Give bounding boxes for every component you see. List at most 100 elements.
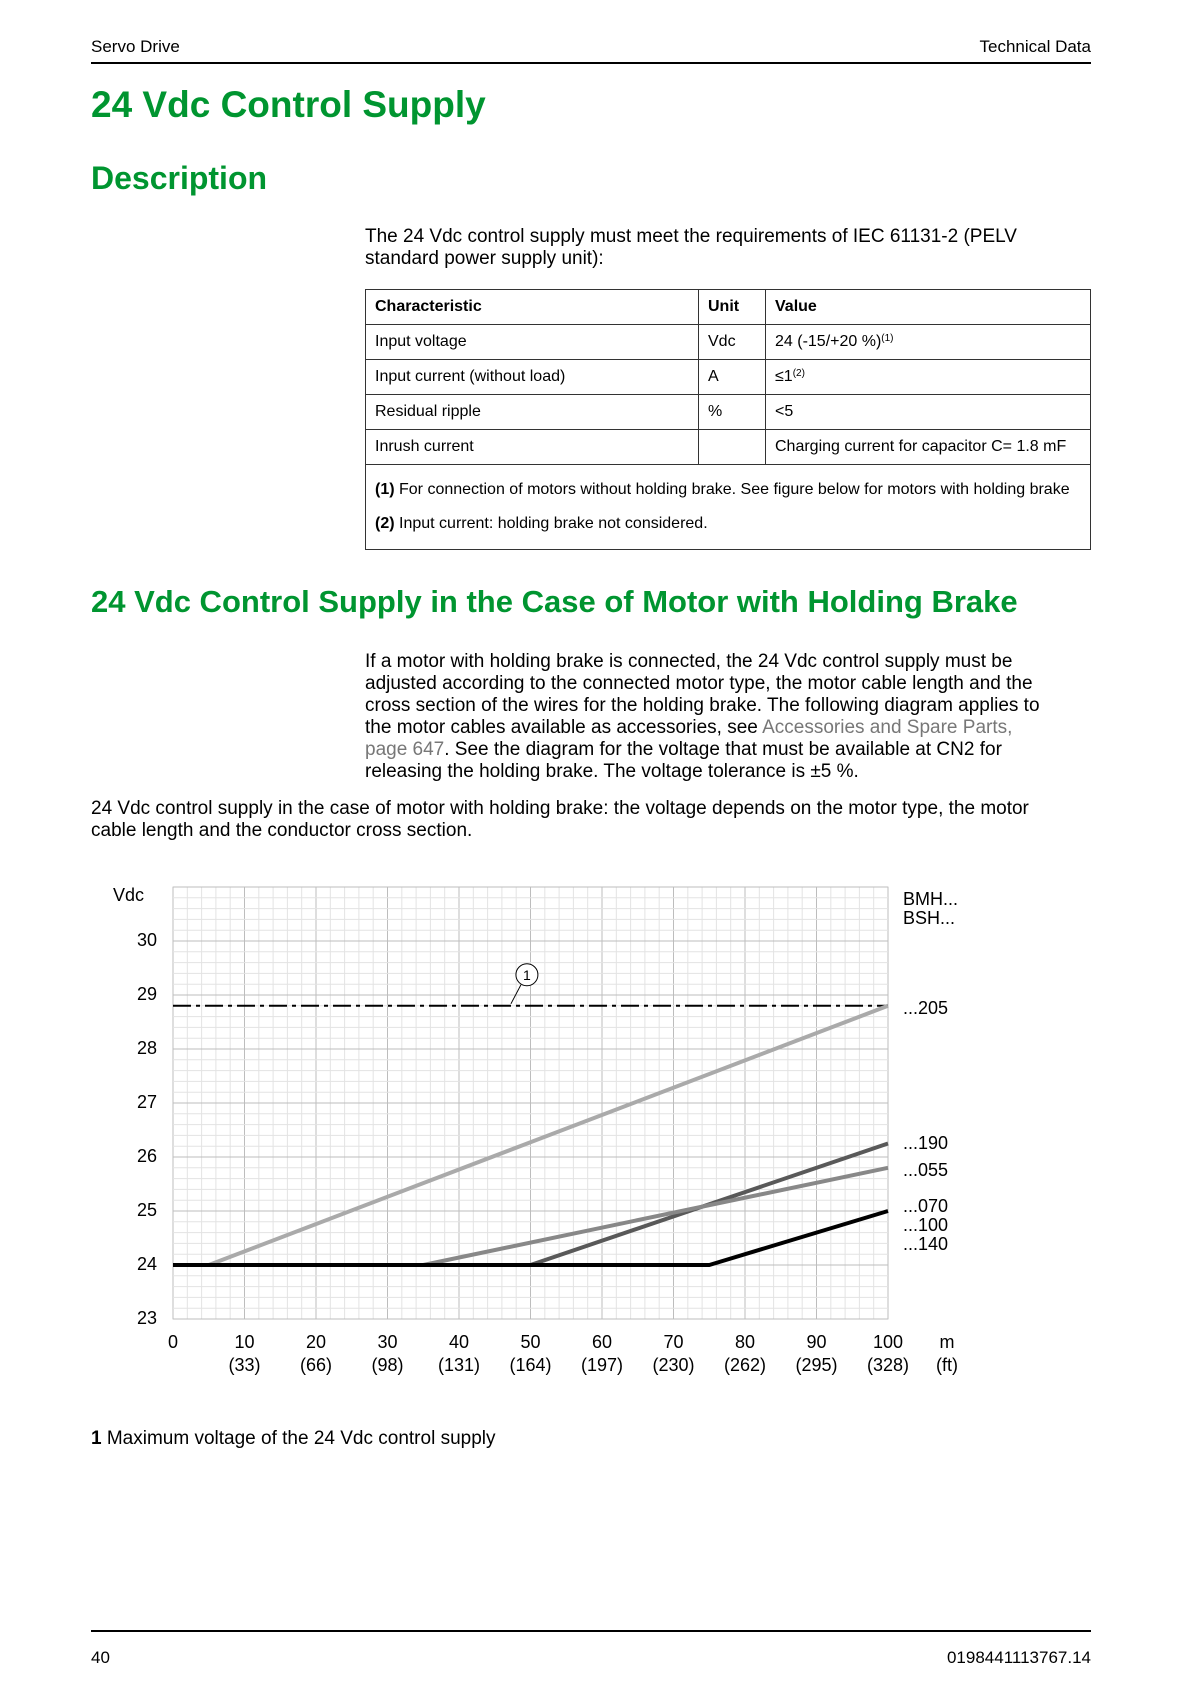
page-title: 24 Vdc Control Supply [91, 84, 486, 125]
chart-grid [172, 886, 889, 1320]
x-tick-m: 60 [591, 1332, 613, 1352]
paragraph-line: page 647. See the diagram for the voltag… [365, 739, 1040, 761]
x-tick-ft: (295) [795, 1355, 838, 1375]
spec-table: Characteristic Unit Value Input voltage … [365, 289, 1091, 550]
y-tick-label: 27 [136, 1092, 157, 1112]
footnote-text: For connection of motors without holding… [394, 481, 1070, 498]
series-label-070: ...070 ...100 ...140 [903, 1197, 948, 1254]
callout-circle [515, 963, 539, 987]
header-right: Technical Data [979, 37, 1091, 56]
series-label-205: ...205 [903, 998, 949, 1018]
table-row: Input current (without load) A ≤1(2) [365, 359, 1091, 395]
column-header: Value [765, 289, 1091, 325]
x-tick-m: 0 [167, 1332, 178, 1352]
legend-header: BMH... BSH... [903, 890, 958, 928]
y-tick-label: 24 [136, 1254, 157, 1274]
series-label-line: ...070 [903, 1196, 949, 1216]
x-axis-unit: m (ft) [936, 1331, 958, 1377]
footnote: (1) For connection of motors without hol… [375, 473, 1081, 507]
cell-value: ≤1 [775, 368, 793, 385]
y-tick-label: 23 [136, 1308, 157, 1328]
intro-line: standard power supply unit): [365, 248, 604, 269]
x-tick-m: 80 [734, 1332, 756, 1352]
table-row: Residual ripple % <5 [365, 394, 1091, 430]
x-tick-label: 20 (66) [286, 1331, 346, 1377]
x-tick-ft: (33) [228, 1355, 261, 1375]
footer-rule [91, 1630, 1091, 1632]
series-label-line: ...140 [903, 1234, 949, 1254]
x-tick-label: 50 (164) [501, 1331, 561, 1377]
y-tick-label: 26 [136, 1146, 157, 1166]
x-tick-ft: (328) [866, 1355, 910, 1375]
x-tick-label: 40 (131) [429, 1331, 489, 1377]
x-tick-label: 30 (98) [358, 1331, 418, 1377]
x-unit-m: m [939, 1332, 955, 1352]
legend-note-mark: 1 [91, 1428, 102, 1449]
x-tick-m: 100 [872, 1332, 904, 1352]
chart-series [173, 1003, 889, 1267]
column-header: Unit [698, 289, 766, 325]
paragraph-line: the motor cables available as accessorie… [365, 717, 1040, 739]
x-tick-ft: (197) [580, 1355, 624, 1375]
legend-note: 1 Maximum voltage of the 24 Vdc control … [91, 1428, 496, 1450]
x-tick-m: 20 [305, 1332, 327, 1352]
page-number: 40 [91, 1648, 110, 1667]
page-link[interactable]: page 647 [365, 739, 445, 760]
table-footnote-row: (1) For connection of motors without hol… [365, 464, 1091, 550]
x-tick-label: 80 (262) [715, 1331, 775, 1377]
paragraph-line: If a motor with holding brake is connect… [365, 651, 1013, 672]
series-line-3 [173, 1209, 889, 1267]
callout-leader [510, 984, 522, 1005]
series-label-190: ...190 [903, 1133, 949, 1153]
x-tick-label: 100 (328) [858, 1331, 918, 1377]
intro-paragraph: The 24 Vdc control supply must meet the … [365, 226, 1017, 270]
x-tick-label: 70 (230) [644, 1331, 704, 1377]
table-cell: Residual ripple [365, 394, 699, 430]
footnote-ref: (2) [792, 368, 805, 379]
y-tick-label: 29 [136, 984, 157, 1004]
accessories-link[interactable]: Accessories and Spare Parts, [762, 717, 1013, 738]
table-row: Inrush current Charging current for capa… [365, 429, 1091, 465]
x-tick-ft: (131) [437, 1355, 481, 1375]
paragraph-text: . See the diagram for the voltage that m… [444, 739, 1002, 760]
x-tick-ft: (164) [509, 1355, 552, 1375]
x-tick-m: 70 [663, 1332, 684, 1352]
table-cell: Input voltage [365, 324, 699, 360]
table-footnotes: (1) For connection of motors without hol… [365, 464, 1091, 550]
table-cell: Inrush current [365, 429, 699, 465]
paragraph-line: cross section of the wires for the holdi… [365, 695, 1040, 716]
x-tick-m: 10 [234, 1332, 255, 1352]
section-heading-holding-brake: 24 Vdc Control Supply in the Case of Mot… [91, 584, 1018, 619]
y-tick-label: 28 [136, 1038, 157, 1058]
callout-number: 1 [523, 967, 531, 983]
legend-header-line: BSH... [903, 908, 956, 928]
x-tick-label: 90 (295) [787, 1331, 847, 1377]
paragraph-line: adjusted according to the connected moto… [365, 673, 1033, 694]
header-rule [91, 62, 1091, 64]
y-tick-label: 25 [136, 1200, 157, 1220]
footnote-ref: (1) [881, 333, 894, 344]
x-tick-label: 10 (33) [215, 1331, 275, 1377]
footnote: (2) Input current: holding brake not con… [375, 507, 1081, 541]
footnote-mark: (1) [375, 481, 395, 498]
document-number: 0198441113767.14 [946, 1648, 1091, 1667]
x-tick-label: 60 (197) [572, 1331, 632, 1377]
section-heading-description: Description [91, 160, 268, 196]
cell-value: 24 (-15/+20 %) [775, 333, 882, 350]
footnote-mark: (2) [375, 515, 395, 532]
series-label-055: ...055 [903, 1160, 949, 1180]
table-cell: % [698, 394, 766, 430]
diagram-caption: 24 Vdc control supply in the case of mot… [91, 798, 1029, 842]
series-label-line: ...100 [903, 1215, 949, 1235]
paragraph-line: releasing the holding brake. The voltage… [365, 761, 859, 782]
y-axis-label: Vdc [113, 885, 145, 905]
x-tick-ft: (66) [299, 1355, 332, 1375]
table-cell: Charging current for capacitor C= 1.8 mF [765, 429, 1091, 465]
caption-line: 24 Vdc control supply in the case of mot… [91, 798, 1029, 819]
legend-header-line: BMH... [903, 889, 959, 909]
caption-line: cable length and the conductor cross sec… [91, 820, 473, 841]
legend-note-text: Maximum voltage of the 24 Vdc control su… [101, 1428, 496, 1449]
y-tick-label: 30 [136, 930, 157, 950]
holding-brake-paragraph: If a motor with holding brake is connect… [365, 651, 1040, 783]
